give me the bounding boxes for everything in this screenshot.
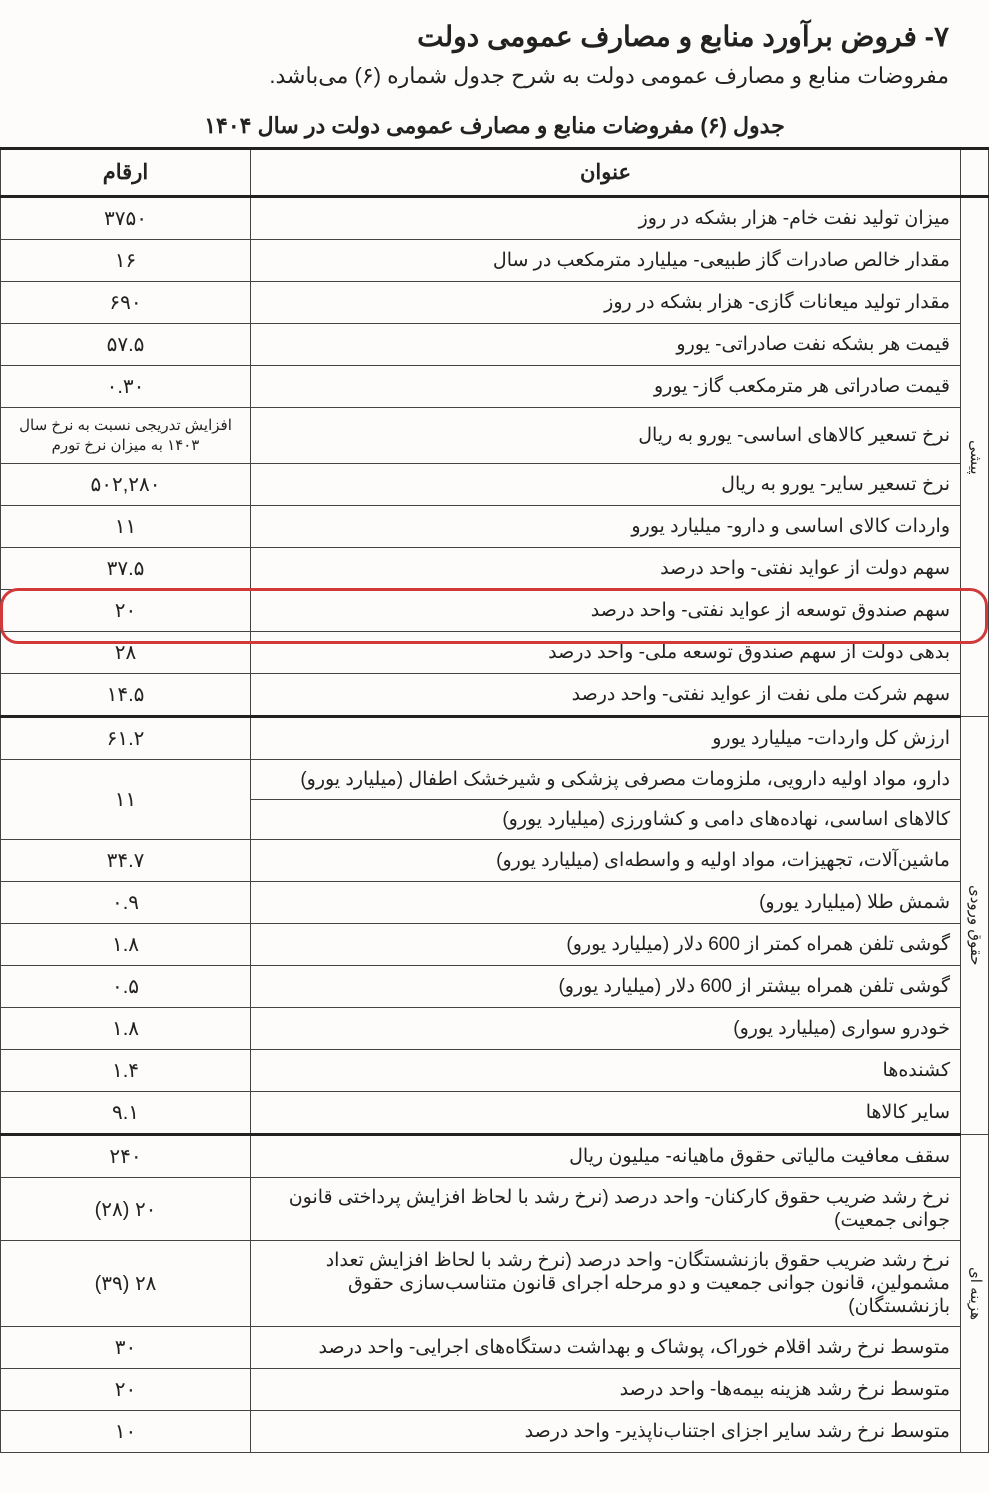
- row-title: گوشی تلفن همراه کمتر از 600 دلار (میلیار…: [251, 924, 961, 966]
- row-value: ۲۰: [1, 1369, 251, 1411]
- row-title: متوسط نرخ رشد اقلام خوراک، پوشاک و بهداش…: [251, 1327, 961, 1369]
- row-title: واردات کالای اساسی و دارو- میلیارد یورو: [251, 506, 961, 548]
- row-value: ۰.۳۰: [1, 366, 251, 408]
- row-title: سهم صندوق توسعه از عواید نفتی- واحد درصد: [251, 590, 961, 632]
- row-title: نرخ تسعیر سایر- یورو به ریال: [251, 464, 961, 506]
- row-title: مقدار تولید میعانات گازی- هزار بشکه در ر…: [251, 282, 961, 324]
- row-value: ۳۰: [1, 1327, 251, 1369]
- side-label-s1: پیشی: [961, 197, 989, 717]
- row-title: مقدار خالص صادرات گاز طبیعی- میلیارد متر…: [251, 240, 961, 282]
- row-value: ۱۶: [1, 240, 251, 282]
- row-value: ۲۰ (۲۸): [1, 1178, 251, 1241]
- row-value: افزایش تدریجی نسبت به نرخ سال ۱۴۰۳ به می…: [1, 408, 251, 464]
- row-title: بدهی دولت از سهم صندوق توسعه ملی- واحد د…: [251, 632, 961, 674]
- row-value: ۱.۸: [1, 1008, 251, 1050]
- row-value: ۰.۵: [1, 966, 251, 1008]
- row-title: ارزش کل واردات- میلیارد یورو: [251, 717, 961, 760]
- row-value: ۶۹۰: [1, 282, 251, 324]
- side-label-s3: هزینه ای: [961, 1135, 989, 1453]
- row-title: نرخ تسعیر کالاهای اساسی- یورو به ریال: [251, 408, 961, 464]
- table-caption: جدول (۶) مفروضات منابع و مصارف عمومی دول…: [40, 113, 949, 139]
- row-title: سهم شرکت ملی نفت از عواید نفتی- واحد درص…: [251, 674, 961, 717]
- row-value: ۲۴۰: [1, 1135, 251, 1178]
- row-value: ۱۱: [1, 506, 251, 548]
- row-title: خودرو سواری (میلیارد یورو): [251, 1008, 961, 1050]
- row-title: میزان تولید نفت خام- هزار بشکه در روز: [251, 197, 961, 240]
- row-title: متوسط نرخ رشد هزینه بیمه‌ها- واحد درصد: [251, 1369, 961, 1411]
- row-value: ۹.۱: [1, 1092, 251, 1135]
- row-title: کشنده‌ها: [251, 1050, 961, 1092]
- row-title: ماشین‌آلات، تجهیزات، مواد اولیه و واسطه‌…: [251, 840, 961, 882]
- row-value: ۱.۸: [1, 924, 251, 966]
- row-value: ۶۱.۲: [1, 717, 251, 760]
- row-title: سقف معافیت مالیاتی حقوق ماهیانه- میلیون …: [251, 1135, 961, 1178]
- row-value: ۳۷۵۰: [1, 197, 251, 240]
- row-value: ۱۰: [1, 1411, 251, 1453]
- section-heading: ۷- فروض برآورد منابع و مصارف عمومی دولت: [40, 20, 949, 53]
- row-value: ۳۷.۵: [1, 548, 251, 590]
- row-value: ۳۴.۷: [1, 840, 251, 882]
- assumptions-table: عنوان ارقام پیشیمیزان تولید نفت خام- هزا…: [0, 147, 989, 1453]
- row-title: سهم دولت از عواید نفتی- واحد درصد: [251, 548, 961, 590]
- section-subheading: مفروضات منابع و مصارف عمومی دولت به شرح …: [40, 63, 949, 89]
- row-title: کالاهای اساسی، نهاده‌های دامی و کشاورزی …: [251, 800, 961, 840]
- side-label-s2: حقوق ورودی: [961, 717, 989, 1135]
- row-title: قیمت هر بشکه نفت صادراتی- یورو: [251, 324, 961, 366]
- table-container: عنوان ارقام پیشیمیزان تولید نفت خام- هزا…: [0, 147, 989, 1453]
- row-value: ۵۰۲,۲۸۰: [1, 464, 251, 506]
- row-value: ۱۴.۵: [1, 674, 251, 717]
- row-title: نرخ رشد ضریب حقوق کارکنان- واحد درصد (نر…: [251, 1178, 961, 1241]
- row-title: نرخ رشد ضریب حقوق بازنشستگان- واحد درصد …: [251, 1241, 961, 1327]
- col-title-header: عنوان: [251, 149, 961, 197]
- row-value: ۱۱: [1, 760, 251, 840]
- row-value: ۲۰: [1, 590, 251, 632]
- col-value-header: ارقام: [1, 149, 251, 197]
- row-value: ۲۸ (۳۹): [1, 1241, 251, 1327]
- row-value: ۱.۴: [1, 1050, 251, 1092]
- row-value: ۲۸: [1, 632, 251, 674]
- row-title: قیمت صادراتی هر مترمکعب گاز- یورو: [251, 366, 961, 408]
- row-title: سایر کالاها: [251, 1092, 961, 1135]
- row-value: ۵۷.۵: [1, 324, 251, 366]
- row-value: ۰.۹: [1, 882, 251, 924]
- row-title: شمش طلا (میلیارد یورو): [251, 882, 961, 924]
- row-title: متوسط نرخ رشد سایر اجزای اجتناب‌ناپذیر- …: [251, 1411, 961, 1453]
- row-title: دارو، مواد اولیه دارویی، ملزومات مصرفی پ…: [251, 760, 961, 800]
- row-title: گوشی تلفن همراه بیشتر از 600 دلار (میلیا…: [251, 966, 961, 1008]
